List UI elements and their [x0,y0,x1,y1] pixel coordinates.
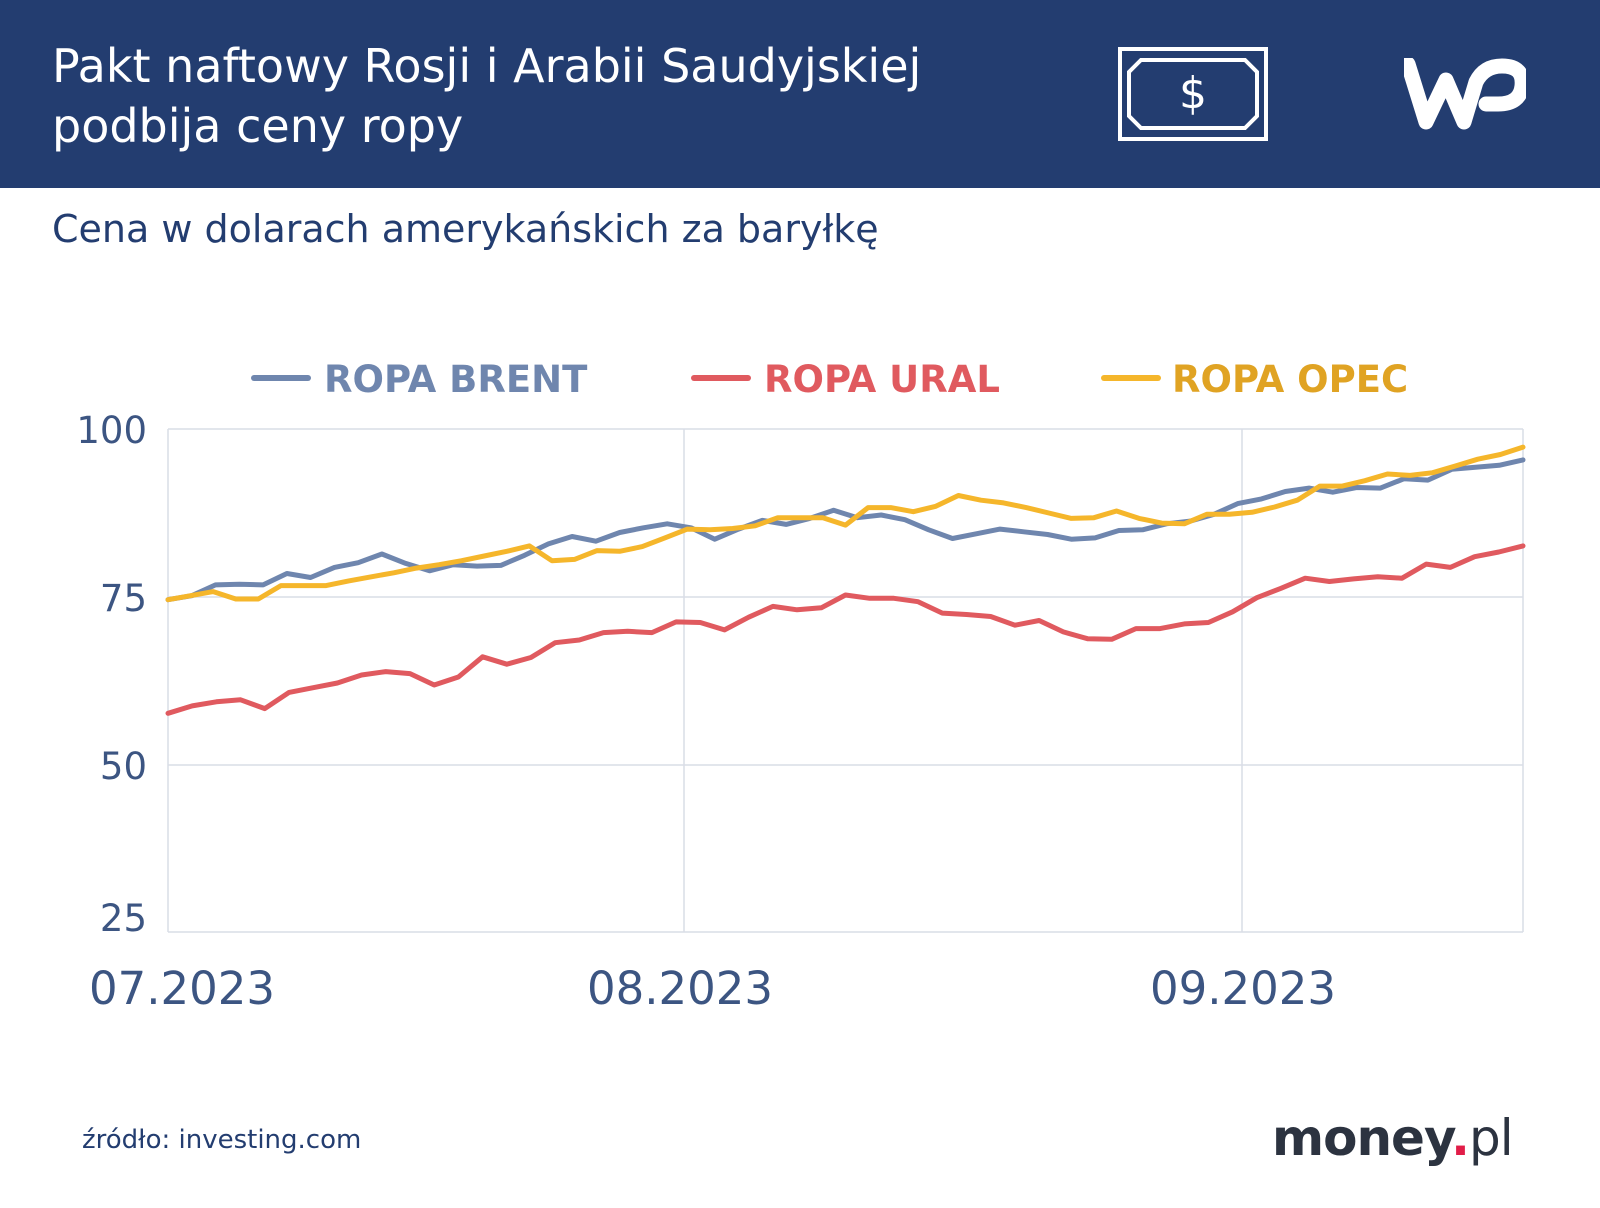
series-line-ural [165,543,1526,716]
series-line-opec [165,444,1526,603]
x-tick-label: 08.2023 [587,962,773,1015]
y-tick-label: 25 [100,897,147,940]
legend-label-opec: ROPA OPEC [1172,358,1408,401]
legend-item-brent: ROPA BRENT [251,358,588,401]
page-title: Pakt naftowy Rosji i Arabii Saudyjskiej … [52,36,1072,156]
chart-legend: ROPA BRENT ROPA URAL ROPA OPEC [251,358,1408,401]
y-tick-label: 100 [76,409,147,452]
source-note: źródło: investing.com [82,1125,362,1155]
brand-tld: pl [1468,1109,1514,1167]
x-axis: 07.2023 08.2023 09.2023 [89,962,1336,1015]
legend-label-brent: ROPA BRENT [324,358,588,401]
x-tick-label: 07.2023 [89,962,275,1015]
legend-label-ural: ROPA URAL [764,358,1000,401]
oil-price-chart: ROPA BRENT ROPA URAL ROPA OPEC 100 75 50… [76,358,1526,1015]
grid [167,428,1524,933]
wp-logo-icon [1404,58,1526,130]
series-line-brent [165,457,1526,603]
brand-dot: . [1450,1109,1470,1167]
legend-item-ural: ROPA URAL [691,358,1000,401]
x-tick-label: 09.2023 [1150,962,1336,1015]
money-pl-logo: money.pl [1272,1108,1514,1168]
title-line-2: podbija ceny ropy [52,99,464,153]
y-tick-label: 75 [100,577,147,620]
header-banner: Pakt naftowy Rosji i Arabii Saudyjskiej … [0,0,1600,188]
y-axis: 100 75 50 25 [76,409,147,940]
dollar-symbol: $ [1179,68,1207,119]
dollar-bill-icon: $ [1118,47,1268,141]
title-line-1: Pakt naftowy Rosji i Arabii Saudyjskiej [52,39,922,93]
y-tick-label: 50 [100,745,147,788]
series-lines [165,444,1526,716]
brand-name: money [1272,1109,1452,1167]
legend-item-opec: ROPA OPEC [1101,358,1408,401]
chart-subtitle: Cena w dolarach amerykańskich za baryłkę [52,207,879,251]
